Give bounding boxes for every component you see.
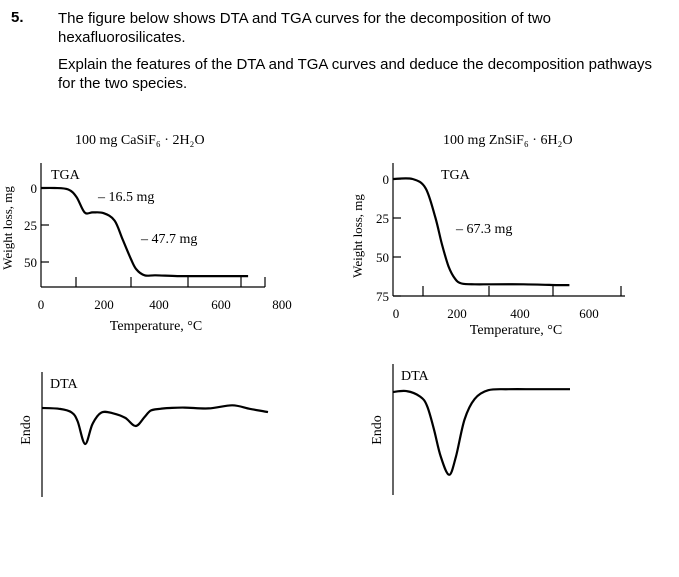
y-axis-label-right: Weight loss, mg: [350, 194, 365, 278]
x-tick-label: 0: [393, 306, 400, 321]
y-tick-label: 50: [24, 255, 37, 270]
sample-title-right: 100 mg ZnSiF₆ · 6H₂O: [443, 133, 573, 148]
x-tick-label: 200: [447, 306, 467, 321]
y-tick-label: 75: [376, 289, 389, 304]
tga-curve-left: [40, 186, 249, 278]
sample-title-left: 100 mg CaSiF₆ · 2H₂O: [75, 133, 205, 148]
tga-label-right: TGA: [441, 168, 471, 183]
y-tick-label: 0: [383, 172, 390, 187]
dta-curve-right: [392, 388, 570, 476]
annotation-67-3mg: – 67.3 mg: [455, 222, 512, 237]
x-tick-label: 400: [149, 297, 169, 312]
x-axis-label-left: Temperature, °C: [110, 319, 202, 334]
x-tick-label: 0: [38, 297, 45, 312]
x-tick-label: 600: [211, 297, 231, 312]
endo-label-left: Endo: [19, 415, 34, 445]
y-tick-label: 50: [376, 250, 389, 265]
endo-label-right: Endo: [370, 415, 385, 445]
x-tick-label: 600: [579, 306, 599, 321]
question-line-1: The figure below shows DTA and TGA curve…: [58, 10, 552, 46]
tga-curve-right: [392, 177, 570, 287]
question-line-2: Explain the features of the DTA and TGA …: [58, 56, 652, 92]
y-tick-label: 0: [31, 181, 38, 196]
y-tick-label: 25: [24, 218, 37, 233]
question-number: 5.: [11, 9, 24, 26]
dta-label-right: DTA: [401, 369, 430, 384]
x-tick-label: 800: [272, 297, 292, 312]
y-axis-label-left: Weight loss, mg: [0, 186, 15, 270]
x-tick-label: 400: [510, 306, 530, 321]
x-tick-label: 200: [94, 297, 114, 312]
dta-label-left: DTA: [50, 377, 79, 392]
dta-curve-left: [41, 404, 269, 446]
y-tick-label: 25: [376, 211, 389, 226]
annotation-16-5mg: – 16.5 mg: [97, 190, 154, 205]
tga-label-left: TGA: [51, 168, 81, 183]
annotation-47-7mg: – 47.7 mg: [140, 232, 197, 247]
x-axis-label-right: Temperature, °C: [470, 323, 562, 338]
question-text: The figure below shows DTA and TGA curve…: [58, 9, 658, 101]
